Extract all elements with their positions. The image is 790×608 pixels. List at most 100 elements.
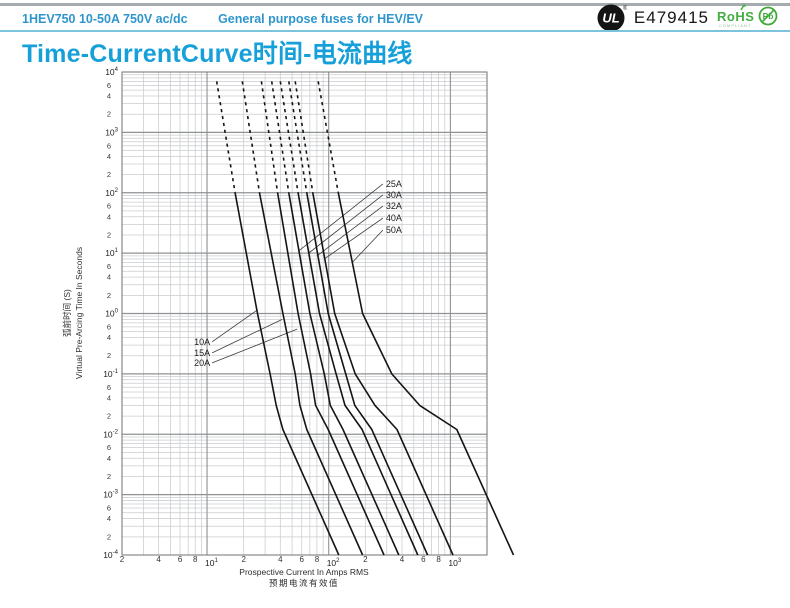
- curve-label-30A: 30A: [386, 190, 402, 200]
- axis-decade-label: 10-2: [103, 429, 118, 439]
- plot-border: [121, 71, 488, 556]
- curve-30A-dashed: [279, 81, 299, 193]
- curve-label-leader-20A: [211, 328, 298, 364]
- curve-15A: [258, 192, 364, 556]
- curve-20A-dashed: [260, 81, 279, 193]
- curve-15A-dashed: [241, 81, 261, 193]
- axis-minor-label: 4: [107, 333, 111, 342]
- axis-minor-label: 8: [315, 555, 320, 564]
- axis-minor-label: 6: [107, 443, 111, 452]
- y-axis-title: Virtual Pre-Arcing Time In Seconds: [74, 247, 84, 379]
- part-number: 1HEV750 10-50A 750V ac/dc: [22, 12, 188, 26]
- axis-minor-label: 4: [107, 454, 111, 463]
- axis-minor-label: 6: [107, 141, 111, 150]
- axis-decade-label: 102: [327, 558, 340, 568]
- fuse-curves: [215, 81, 515, 556]
- axis-minor-label: 6: [421, 555, 426, 564]
- axis-minor-label: 2: [107, 412, 111, 421]
- x-axis-title-cn: 预期电流有效值: [269, 578, 339, 588]
- ul-mark-text: UL: [602, 11, 619, 26]
- rohs-check-icon: [740, 3, 747, 11]
- x-axis-title: Prospective Current In Amps RMS: [239, 567, 369, 577]
- axis-minor-label: 4: [107, 514, 111, 523]
- axis-minor-label: 2: [363, 555, 368, 564]
- curve-32A-dashed: [288, 81, 308, 193]
- axis-decade-label: 101: [205, 558, 218, 568]
- label-leader-lines: [211, 183, 384, 364]
- rohs-label: RoHS: [717, 9, 754, 24]
- curve-label-25A: 25A: [386, 179, 402, 189]
- rohs-badge: RoHS COMPLIANT Pb: [717, 3, 778, 28]
- ul-logo-icon: UL ®: [597, 4, 627, 32]
- curve-label-20A: 20A: [194, 358, 210, 368]
- axis-minor-label: 6: [299, 555, 304, 564]
- axis-minor-label: 6: [178, 555, 183, 564]
- curve-label-10A: 10A: [194, 337, 210, 347]
- axis-minor-label: 2: [107, 472, 111, 481]
- axis-minor-label: 4: [400, 555, 405, 564]
- curve-label-32A: 32A: [386, 201, 402, 211]
- curve-25A: [288, 192, 400, 556]
- curve-40A-dashed: [294, 81, 314, 193]
- curve-20A: [276, 192, 385, 556]
- axis-minor-label: 6: [107, 322, 111, 331]
- axis-minor-label: 2: [120, 555, 125, 564]
- axis-minor-label: 8: [193, 555, 198, 564]
- axis-decade-label: 10-4: [103, 550, 118, 560]
- axis-minor-label: 6: [107, 504, 111, 513]
- curve-label-leader-32A: [316, 205, 384, 257]
- axis-minor-label: 2: [107, 291, 111, 300]
- axis-minor-label: 4: [107, 152, 111, 161]
- axis-minor-label: 2: [107, 170, 111, 179]
- header-divider: [0, 30, 790, 32]
- y-axis-title-cn: 弧前时间 (S): [62, 289, 72, 337]
- axis-minor-label: 2: [107, 110, 111, 119]
- curve-label-leader-15A: [211, 318, 283, 354]
- axis-minor-label: 2: [241, 555, 246, 564]
- axis-decade-label: 101: [105, 248, 118, 258]
- axis-decade-label: 104: [105, 67, 118, 77]
- axis-decade-label: 102: [105, 188, 118, 198]
- grid-minor: [122, 72, 487, 555]
- axis-decade-label: 103: [105, 127, 118, 137]
- curve-label-leader-25A: [298, 183, 384, 251]
- curve-label-leader-30A: [308, 194, 384, 254]
- axis-minor-label: 4: [107, 212, 111, 221]
- curve-25A-dashed: [270, 81, 290, 193]
- curve-50A-dashed: [317, 81, 340, 193]
- axis-minor-label: 4: [107, 273, 111, 282]
- header-subtitle: General purpose fuses for HEV/EV: [218, 12, 423, 26]
- axis-minor-label: 2: [107, 230, 111, 239]
- axis-minor-label: 4: [156, 555, 161, 564]
- curve-40A: [312, 192, 454, 556]
- axis-minor-label: 2: [107, 351, 111, 360]
- registered-icon: ®: [623, 5, 627, 12]
- axis-minor-label: 6: [107, 81, 111, 90]
- axis-minor-label: 8: [436, 555, 441, 564]
- axis-minor-label: 4: [107, 393, 111, 402]
- curve-label-15A: 15A: [194, 348, 210, 358]
- certification-marks: UL ® E479415 RoHS COMPLIANT Pb: [597, 2, 780, 34]
- curve-label-leader-10A: [211, 309, 258, 343]
- ul-file-number: E479415: [633, 8, 709, 27]
- axis-minor-label: 6: [107, 202, 111, 211]
- axis-decade-label: 10-1: [103, 369, 118, 379]
- axis-decade-label: 100: [105, 309, 118, 319]
- curve-label-leader-50A: [351, 229, 384, 263]
- curve-label-40A: 40A: [386, 213, 402, 223]
- axis-minor-label: 6: [107, 262, 111, 271]
- axis-minor-label: 4: [278, 555, 283, 564]
- curve-32A: [306, 192, 429, 556]
- curve-30A: [297, 192, 419, 556]
- top-divider: [0, 3, 790, 6]
- page-header: 1HEV750 10-50A 750V ac/dc General purpos…: [22, 10, 423, 28]
- pb-free-icon: Pb: [758, 6, 778, 26]
- axis-minor-label: 4: [107, 92, 111, 101]
- axis-minor-label: 6: [107, 383, 111, 392]
- curve-50A: [337, 192, 515, 556]
- curve-label-50A: 50A: [386, 225, 402, 235]
